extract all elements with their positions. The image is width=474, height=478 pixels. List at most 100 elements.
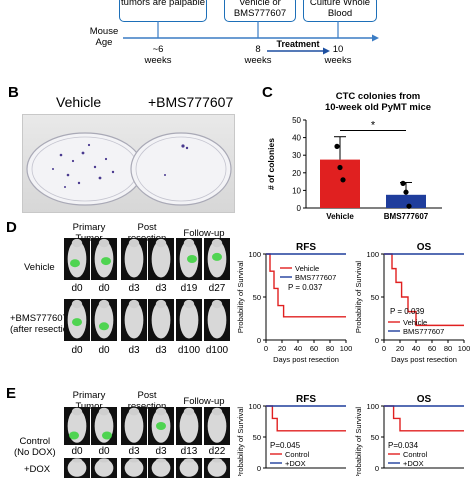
km-pvalue: P = 0.037 — [288, 283, 323, 292]
e-row-label-control: Control (No DOX) — [14, 436, 56, 458]
e-dox-image-drawing-1 — [94, 458, 114, 477]
petri-photo — [22, 114, 235, 213]
mouse-head — [183, 407, 195, 416]
km-ytick-label: 0 — [375, 336, 379, 345]
km-xtick-label: 100 — [458, 344, 471, 353]
e-row-label-control-line2: (No DOX) — [14, 447, 56, 458]
e-dox-image-drawing-3 — [151, 458, 171, 477]
km-series-0 — [384, 405, 464, 432]
km-xtick-label: 40 — [412, 344, 420, 353]
chart-c-category-label: BMS777607 — [384, 212, 429, 221]
mouse-head — [71, 458, 83, 463]
petri-label-drug: +BMS777607 — [148, 94, 234, 110]
km-ytick-label: 100 — [248, 402, 261, 411]
d-row2-day-label-2: d3 — [128, 345, 140, 356]
chart-c-ytick-label: 20 — [292, 169, 301, 178]
km-ytick-label: 50 — [371, 293, 379, 302]
e-control-image-drawing-0 — [67, 407, 87, 443]
mouse-head — [71, 299, 83, 309]
e-control-image-1 — [91, 407, 117, 445]
timepoint-1-number: ~6 — [152, 44, 164, 55]
km-legend-label-0: Vehicle — [295, 264, 319, 273]
chart-c-point — [340, 177, 346, 183]
timeline-arrows — [123, 21, 379, 55]
km-ytick-label: 0 — [375, 464, 379, 473]
timepoint-2-unit: weeks — [244, 55, 272, 66]
km-ylabel: Probability of Survival — [236, 407, 245, 476]
colonies-drug — [164, 144, 189, 176]
km-legend-label-1: +DOX — [403, 459, 424, 468]
mouse-head — [71, 238, 83, 248]
km-xlabel: Days post resection — [391, 355, 457, 364]
timeline-box-palpable-text: tumors are palpable — [121, 0, 205, 8]
e-dox-image-3 — [148, 458, 174, 478]
km-series-0 — [266, 253, 346, 318]
e-dox-image-drawing-0 — [67, 458, 87, 477]
mouse-body — [207, 459, 227, 477]
d-vehicle-image-drawing-1 — [94, 238, 114, 278]
timepoint-1: ~6 weeks — [140, 44, 176, 66]
d-row1-day-label-4: d19 — [180, 283, 198, 294]
dish-vehicle — [26, 132, 144, 206]
chart-c-title-line1: CTC colonies from — [336, 91, 420, 102]
chart-c-point — [337, 164, 343, 171]
mouse-head — [155, 299, 167, 309]
km-title: RFS — [296, 394, 316, 405]
e-control-image-drawing-1 — [94, 407, 114, 443]
chart-c-point — [403, 189, 409, 195]
km-xtick-label: 80 — [444, 344, 452, 353]
mouse-head — [128, 458, 140, 463]
d-vehicle-image-5 — [204, 238, 230, 280]
mouse-body — [179, 409, 199, 443]
tumor-signal — [69, 431, 79, 440]
e-dox-image-drawing-4 — [179, 458, 199, 477]
panel-e-letter: E — [6, 385, 17, 402]
mouse-head — [128, 407, 140, 416]
chart-c-point — [406, 203, 412, 209]
d-drug-image-drawing-2 — [124, 299, 144, 339]
petri-dishes — [26, 132, 232, 206]
km-series-0 — [384, 253, 464, 327]
km-xtick-label: 100 — [340, 344, 353, 353]
d-vehicle-image-drawing-4 — [179, 238, 199, 278]
mouse-head — [98, 458, 110, 463]
km-legend-label-1: BMS777607 — [403, 327, 444, 336]
e-control-image-3 — [148, 407, 174, 445]
mouse-head — [183, 458, 195, 463]
km-ytick-label: 0 — [257, 464, 261, 473]
d-row-label-vehicle: Vehicle — [24, 262, 55, 273]
km-ylabel: Probability of Survival — [236, 261, 245, 333]
d-vehicle-image-1 — [91, 238, 117, 280]
e-row1-day-label-5: d22 — [208, 446, 226, 457]
d-vehicle-image-drawing-3 — [151, 238, 171, 278]
panel-c-letter: C — [262, 84, 273, 101]
chart-c-ytick-label: 40 — [292, 134, 301, 143]
dish-drug-rim — [135, 136, 227, 202]
d-drug-image-1 — [91, 299, 117, 341]
km-ytick-label: 50 — [253, 293, 261, 302]
e-header-primary: Primary Tumor — [72, 390, 106, 412]
mouse-age-label: Mouse Age — [89, 26, 119, 48]
e-control-image-drawing-4 — [179, 407, 199, 443]
km-xtick-label: 0 — [382, 344, 386, 353]
timeline-box-culture: Culture Whole Blood — [303, 0, 377, 22]
km-xtick-label: 0 — [264, 344, 268, 353]
km-title: OS — [417, 394, 432, 405]
tumor-signal — [156, 422, 166, 430]
tumor-signal — [101, 257, 111, 266]
km-legend-label-0: Control — [403, 450, 428, 459]
tumor-signal — [212, 252, 222, 261]
chart-c-sig-star: * — [371, 120, 376, 132]
e-row1-day-label-4: d13 — [180, 446, 198, 457]
timeline-box-palpable: tumors are palpable — [119, 0, 207, 22]
timepoint-2: 8 weeks — [240, 44, 276, 66]
timepoint-1-unit: weeks — [144, 55, 172, 66]
km-series-0 — [266, 405, 346, 432]
e-row1-day-label-3: d3 — [155, 446, 167, 457]
e-row1-day-label-2: d3 — [128, 446, 140, 457]
mouse-body — [207, 301, 227, 339]
km-xtick-label: 20 — [278, 344, 286, 353]
e-row-label-control-line1: Control — [19, 436, 51, 447]
